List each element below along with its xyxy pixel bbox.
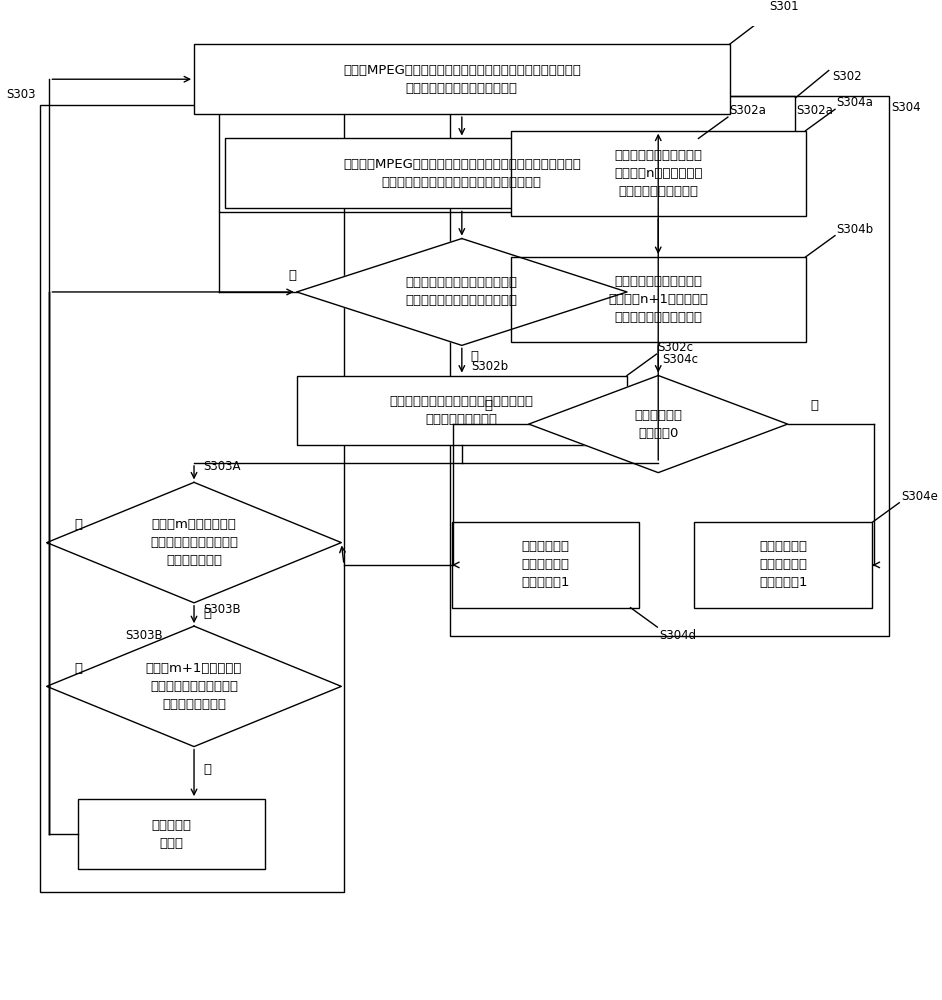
Text: 记为固定位置组，固定位置组中第一个位
置点记为固定位置点: 记为固定位置组，固定位置组中第一个位 置点记为固定位置点	[390, 395, 534, 426]
Bar	[450, 96, 889, 636]
Text: 通过帧特征提取电路检测
，获得第n个码流在固定
位置点的第二校验结果: 通过帧特征提取电路检测 ，获得第n个码流在固定 位置点的第二校验结果	[614, 149, 703, 198]
Polygon shape	[47, 626, 341, 747]
Bar	[194, 44, 730, 114]
Text: 获取下一MPEG帧范围内的码流在所述第一位置组中的第一校验
结果符合预设目标的位置点，记为固定位置组: 获取下一MPEG帧范围内的码流在所述第一位置组中的第一校验 结果符合预设目标的位…	[343, 158, 581, 189]
Text: S304: S304	[891, 101, 921, 114]
Bar	[225, 138, 698, 208]
Text: 确定是重复帧
码流，帧同步
计数器不加1: 确定是重复帧 码流，帧同步 计数器不加1	[759, 540, 807, 589]
Bar	[694, 522, 872, 608]
Text: 确定不是重复
帧码流，帧同
步计数器加1: 确定不是重复 帧码流，帧同 步计数器加1	[522, 540, 570, 589]
Text: 否: 否	[288, 269, 296, 282]
Text: 判断第m+1个码流在固
定位置点的第一校验结果
是否符合预设目标: 判断第m+1个码流在固 定位置点的第一校验结果 是否符合预设目标	[146, 662, 242, 711]
Text: S303B: S303B	[125, 629, 163, 642]
Text: S304a: S304a	[836, 96, 872, 109]
Text: S303A: S303A	[203, 460, 240, 473]
Text: 获取一MPEG帧范围内的码流的第一校验结果符合预设目标的至
少两个位置点，记为第一位置组: 获取一MPEG帧范围内的码流的第一校验结果符合预设目标的至 少两个位置点，记为第…	[343, 64, 581, 95]
Text: 判断第m个码流在固定
位置点的第一校验结果是
否符合预设目标: 判断第m个码流在固定 位置点的第一校验结果是 否符合预设目标	[150, 518, 238, 567]
Text: S304c: S304c	[662, 353, 699, 366]
Bar	[297, 376, 627, 445]
Bar	[219, 96, 795, 212]
Text: S302a: S302a	[729, 104, 766, 117]
Bar	[78, 799, 266, 869]
Text: 继续判断后
续码流: 继续判断后 续码流	[152, 819, 192, 850]
Text: S304d: S304d	[659, 629, 696, 642]
Text: S301: S301	[769, 0, 799, 13]
Text: S303B: S303B	[203, 603, 240, 616]
Text: S302a: S302a	[797, 104, 834, 117]
Text: 是: 是	[203, 763, 211, 776]
Text: 否: 否	[74, 662, 82, 675]
Text: 否: 否	[74, 518, 82, 531]
Text: S302b: S302b	[471, 360, 508, 373]
Polygon shape	[528, 376, 788, 473]
Text: 判断在第一位置组中是否有第一
校验结果符合预设目标的位置点: 判断在第一位置组中是否有第一 校验结果符合预设目标的位置点	[406, 276, 518, 307]
Bar	[41, 105, 344, 892]
Text: S302c: S302c	[658, 341, 693, 354]
Text: S302: S302	[833, 70, 862, 83]
Text: 是: 是	[810, 399, 819, 412]
Text: S304b: S304b	[836, 223, 873, 236]
Text: 通过帧特征提取电路检测
，获得第n+1个码流在固
定位置点的第二校验结果: 通过帧特征提取电路检测 ，获得第n+1个码流在固 定位置点的第二校验结果	[609, 275, 708, 324]
Bar	[452, 522, 640, 608]
Text: 是: 是	[471, 350, 479, 363]
Bar	[511, 131, 805, 216]
Polygon shape	[47, 482, 341, 603]
Bar	[511, 257, 805, 342]
Text: S304e: S304e	[901, 490, 938, 503]
Text: 否: 否	[484, 399, 493, 412]
Polygon shape	[297, 239, 627, 345]
Text: S303: S303	[7, 88, 36, 101]
Text: 是: 是	[203, 607, 211, 620]
Text: 判断第一差值
是否等于0: 判断第一差值 是否等于0	[634, 409, 682, 440]
